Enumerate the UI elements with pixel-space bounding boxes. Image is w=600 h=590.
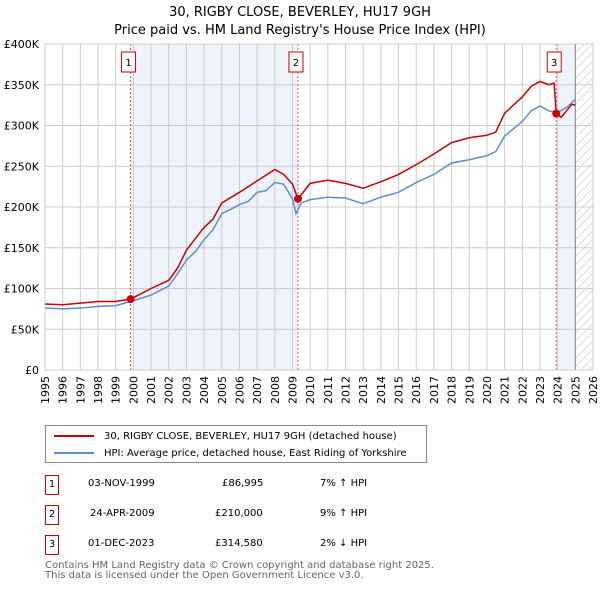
x-tick-label: 2013 [357,376,370,404]
sale-hpi: 7% ↑ HPI [320,478,368,489]
x-tick-label: 2016 [410,376,423,404]
sale-row: 3 01-DEC-2023 £314,580 2% ↓ HPI [45,535,445,555]
legend-item-property: 30, RIGBY CLOSE, BEVERLEY, HU17 9GH (det… [54,428,397,444]
y-tick-label: £0 [25,364,39,377]
footer-line: Contains HM Land Registry data © Crown c… [45,560,434,571]
x-tick-label: 2017 [428,376,441,404]
y-tick-label: £150K [4,242,40,255]
legend-item-hpi: HPI: Average price, detached house, East… [54,445,407,461]
x-tick-label: 2001 [145,376,158,404]
chart-subtitle: Price paid vs. HM Land Registry's House … [114,23,486,38]
hpi-line [44,98,576,310]
legend-label: HPI: Average price, detached house, East… [104,447,407,459]
sale-date: 03-NOV-1999 [88,478,155,489]
x-tick-label: 2021 [499,376,512,404]
sale-row: 1 03-NOV-1999 £86,995 7% ↑ HPI [45,475,445,495]
y-tick-label: £50K [11,323,40,336]
sale-price: £86,995 [222,478,264,489]
x-tick-label: 1999 [110,376,123,404]
x-tick-label: 2018 [446,376,459,404]
x-tick-label: 2020 [481,376,494,404]
x-tick-label: 2010 [304,376,317,404]
y-tick-label: £350K [4,79,40,92]
plot-area: £0 £50K £100K £150K £200K £250K £300K £350K £400… [4,38,600,404]
legend: 30, RIGBY CLOSE, BEVERLEY, HU17 9GH (det… [45,425,427,463]
x-tick-label: 1998 [92,376,105,404]
sale-point [126,295,135,304]
sale-price: £210,000 [215,508,263,519]
x-tick-label: 2026 [587,376,600,404]
x-tick-label: 1995 [39,376,52,404]
legend-swatch-red [54,435,94,437]
x-tick-label: 2009 [286,376,299,404]
sale-marker-label: 3 [45,535,59,555]
x-tick-label: 2002 [163,376,176,404]
x-tick-label: 2007 [251,376,264,404]
sale-point [293,194,302,203]
x-tick-label: 1997 [74,376,87,404]
x-tick-label: 1996 [57,376,70,404]
sale-label-box [546,51,562,73]
x-tick-label: 2005 [216,376,229,404]
x-tick-label: 2024 [552,376,565,404]
x-tick-label: 2004 [198,376,211,404]
sale-label-box [288,51,304,73]
chart-title: 30, RIGBY CLOSE, BEVERLEY, HU17 9GH [169,5,431,20]
sale-hpi: 9% ↑ HPI [320,508,368,519]
y-tick-label: £100K [4,283,40,296]
x-tick-label: 2000 [127,376,140,404]
legend-swatch-blue [54,452,94,454]
x-tick-label: 2022 [516,376,529,404]
sale-row: 2 24-APR-2009 £210,000 9% ↑ HPI [45,505,445,525]
sale-marker-label: 2 [45,505,59,525]
sale-date: 01-DEC-2023 [88,538,155,549]
x-tick-label: 2008 [269,376,282,404]
x-tick-label: 2014 [375,376,388,404]
x-tick-label: 2006 [233,376,246,404]
x-tick-label: 2011 [322,376,335,404]
sale-label: 3 [551,58,557,69]
sale-hpi: 2% ↓ HPI [320,538,368,549]
y-tick-label: £400K [4,38,40,51]
sale-date: 24-APR-2009 [90,508,155,519]
price-paid-line [44,80,576,306]
sale-price: £314,580 [215,538,263,549]
footer-line: This data is licensed under the Open Gov… [45,570,364,581]
sale-point [552,109,561,118]
sale-label-box [121,51,137,73]
y-tick-label: £250K [4,160,40,173]
x-tick-label: 2003 [180,376,193,404]
sale-label: 2 [293,58,299,69]
sale-label: 1 [125,58,131,69]
x-tick-label: 2015 [393,376,406,404]
footer: Contains HM Land Registry data © Crown c… [45,561,434,581]
legend-label: 30, RIGBY CLOSE, BEVERLEY, HU17 9GH (det… [104,430,397,442]
y-tick-label: £300K [4,120,40,133]
y-tick-label: £200K [4,201,40,214]
x-tick-label: 2012 [340,376,353,404]
plot-border [44,43,594,371]
x-tick-label: 2023 [534,376,547,404]
sale-marker-label: 1 [45,475,59,495]
x-tick-label: 2019 [463,376,476,404]
x-tick-label: 2025 [569,376,582,404]
